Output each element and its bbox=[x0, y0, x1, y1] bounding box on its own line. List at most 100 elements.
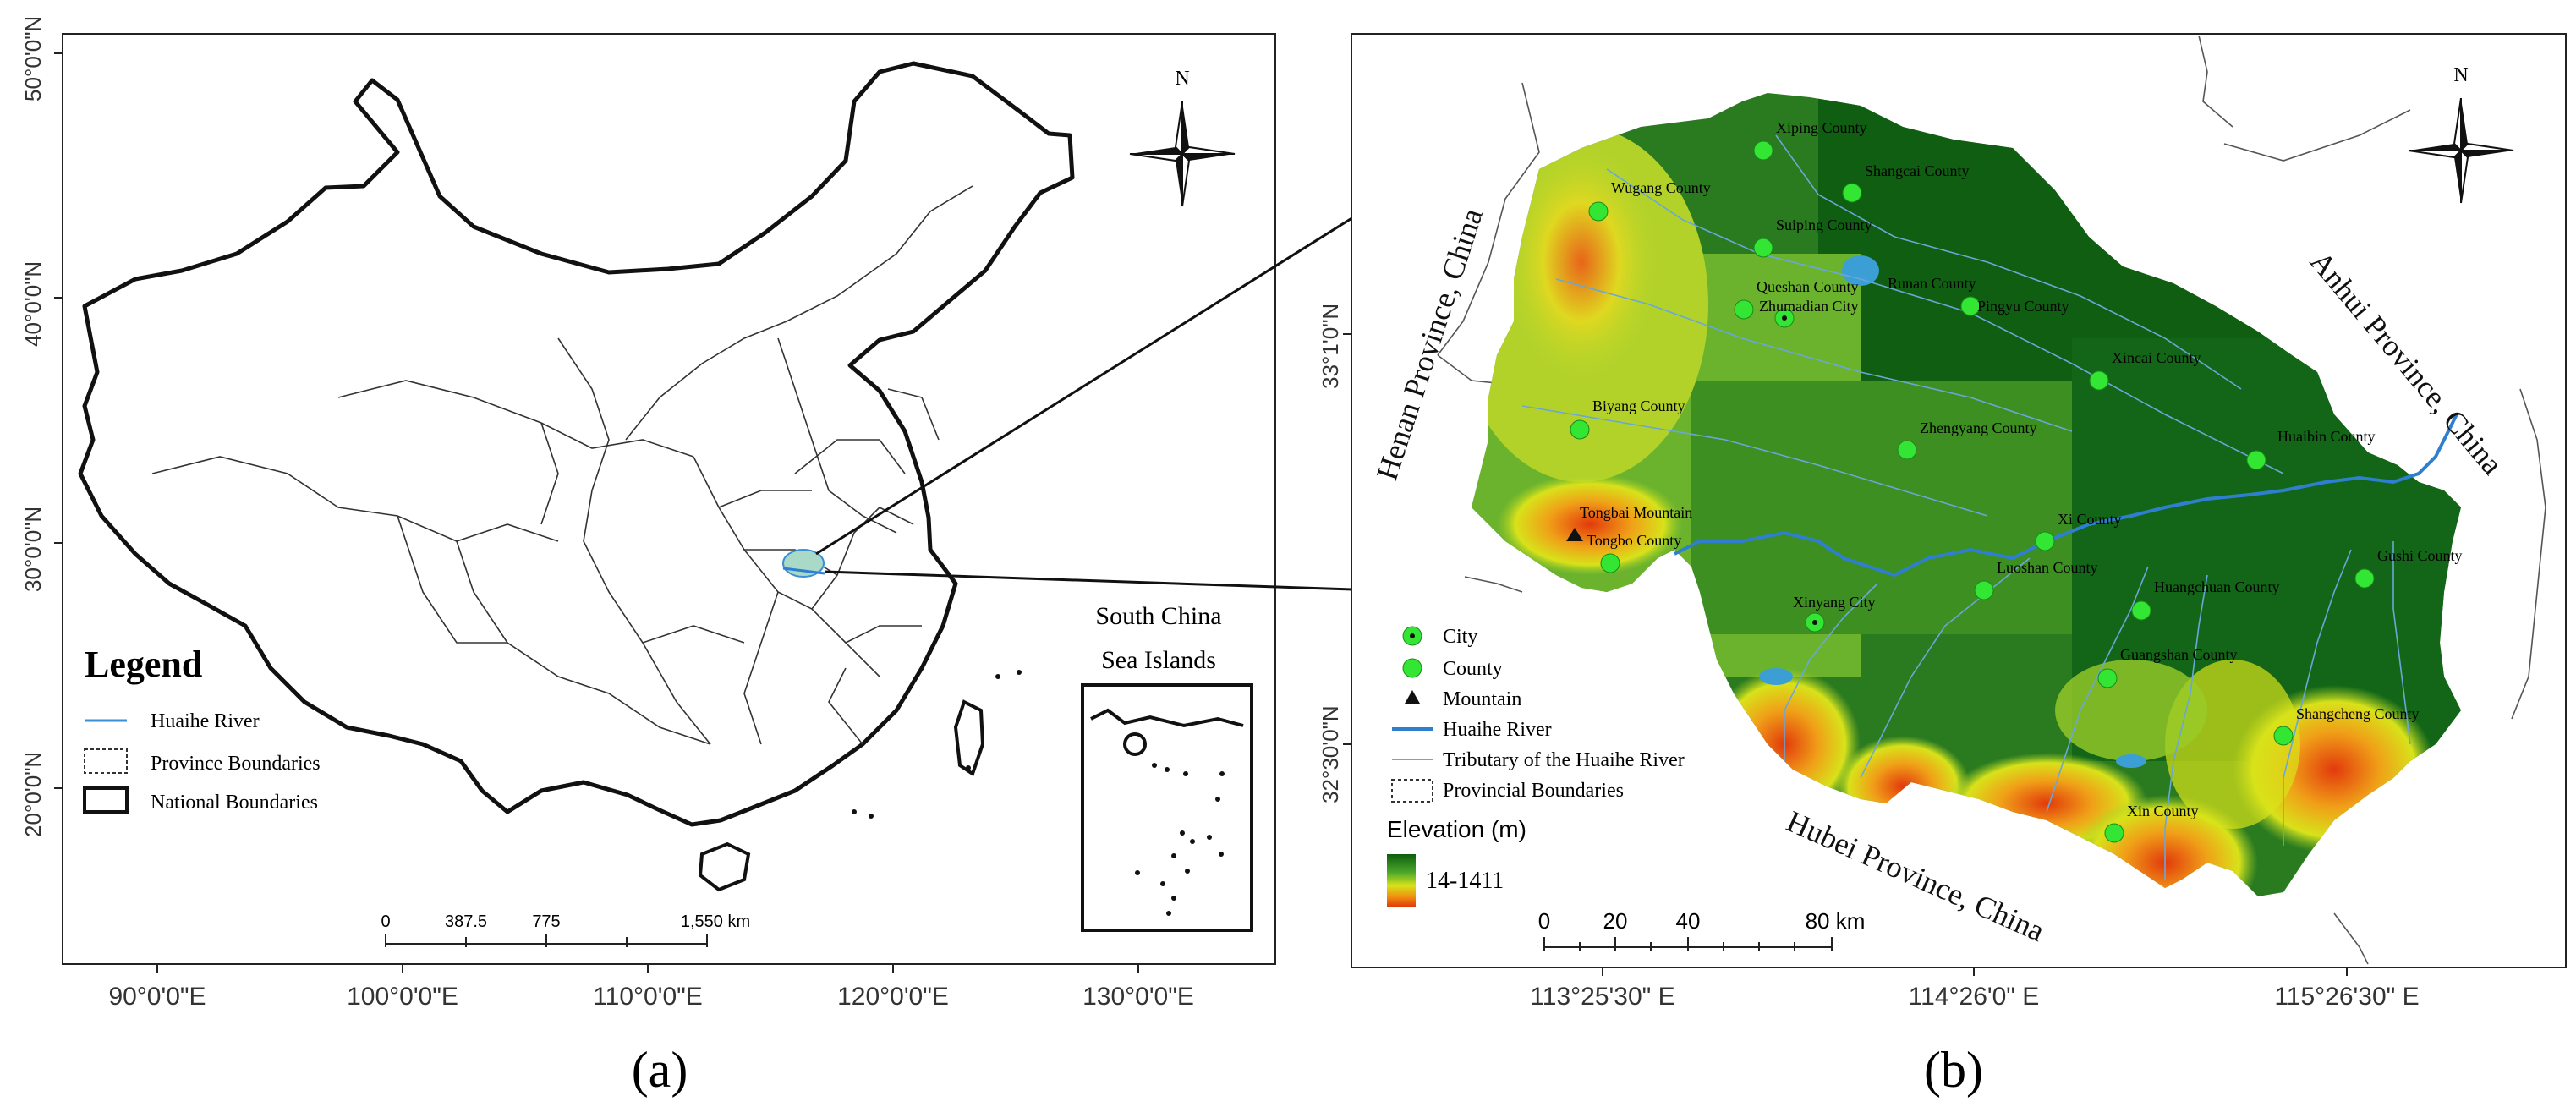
county-marker: Huangchuan County bbox=[2131, 578, 2279, 621]
panel-a-lon-ticks bbox=[156, 964, 1139, 973]
legend-county-label: County bbox=[1443, 658, 1503, 680]
elevation-title: Elevation (m) bbox=[1387, 816, 1526, 842]
county-marker: Biyang County bbox=[1570, 397, 1685, 440]
elevation-ramp bbox=[1387, 854, 1416, 907]
hainan-island bbox=[698, 841, 751, 892]
scale-bar-a bbox=[385, 934, 708, 947]
scale-label-a: 387.5 bbox=[445, 912, 487, 931]
south-china-sea-inset bbox=[1081, 683, 1253, 932]
scale-bar-b bbox=[1543, 937, 1833, 951]
legend-city-label: City bbox=[1443, 626, 1477, 648]
inset-islands bbox=[1135, 763, 1225, 916]
huaihe-river-b bbox=[1674, 414, 2458, 578]
svg-text:Xinyang City: Xinyang City bbox=[1793, 594, 1876, 611]
legend-river-label: Huaihe River bbox=[151, 710, 260, 732]
north-label-a: N bbox=[1175, 68, 1189, 90]
scale-label-a: 775 bbox=[532, 912, 560, 931]
lon-tick-label: 90°0'0"E bbox=[108, 983, 206, 1011]
province-boundaries bbox=[151, 185, 973, 745]
svg-text:Luoshan County: Luoshan County bbox=[1997, 559, 2098, 576]
svg-text:Runan County: Runan County bbox=[1888, 275, 1976, 292]
lat-tick-label: 20°0'0"N bbox=[20, 752, 46, 837]
lat-tick-label-b: 33°1'0"N bbox=[1318, 304, 1343, 389]
lon-tick-label: 130°0'0"E bbox=[1082, 983, 1194, 1011]
county-marker: Huaibin County bbox=[2246, 428, 2376, 470]
lon-tick-label-b: 113°25'30" E bbox=[1530, 983, 1674, 1011]
tributaries bbox=[1521, 134, 2411, 880]
county-marker: Tongbo County bbox=[1587, 532, 1681, 573]
legend-provincial-label: Provincial Boundaries bbox=[1443, 780, 1624, 802]
svg-text:Suiping County: Suiping County bbox=[1776, 216, 1872, 233]
scale-label-b: 0 bbox=[1538, 908, 1550, 934]
panel-a-china-map: 50°0'0"N 40°0'0"N 30°0'0"N 20°0'0"N 90°0… bbox=[20, 16, 1276, 1098]
county-marker: Pingyu County bbox=[1977, 298, 2069, 315]
svg-text:Xin County: Xin County bbox=[2127, 803, 2199, 819]
city-marker-zhumadian: Zhumadian City bbox=[1759, 298, 1858, 328]
caption-a: (a) bbox=[632, 1042, 688, 1098]
lon-tick-label: 100°0'0"E bbox=[347, 983, 458, 1011]
north-arrow-b bbox=[2408, 97, 2514, 204]
legend-river-label-b: Huaihe River bbox=[1443, 719, 1552, 741]
svg-text:Tongbai Mountain: Tongbai Mountain bbox=[1580, 504, 1692, 521]
panel-b-lat-ticks bbox=[1343, 333, 1351, 745]
scale-label-a: 1,550 km bbox=[681, 912, 750, 931]
svg-text:Xiping County: Xiping County bbox=[1776, 119, 1867, 136]
svg-text:Wugang County: Wugang County bbox=[1611, 179, 1711, 196]
legend-province-label: Province Boundaries bbox=[151, 753, 321, 775]
inset-title-line1: South China bbox=[1095, 602, 1221, 630]
scale-label-b: 80 km bbox=[1806, 908, 1866, 934]
svg-text:Huaibin County: Huaibin County bbox=[2277, 428, 2376, 445]
lat-tick-label: 50°0'0"N bbox=[20, 16, 46, 101]
lat-tick-label: 30°0'0"N bbox=[20, 507, 46, 592]
panel-b-basin-map: Henan Province, China Anhui Province, Ch… bbox=[1318, 33, 2567, 1098]
lon-tick-label-b: 114°26'0" E bbox=[1909, 983, 2040, 1011]
legend-b: City County Mountain Huaihe River Tribut… bbox=[1387, 626, 1685, 907]
county-marker: Suiping County bbox=[1753, 216, 1872, 258]
huaihe-river-a bbox=[782, 567, 825, 575]
panel-b-lon-ticks bbox=[1602, 967, 2348, 976]
county-marker: Queshan County bbox=[1734, 278, 1859, 320]
svg-text:Zhumadian City: Zhumadian City bbox=[1759, 298, 1858, 315]
lat-tick-label: 40°0'0"N bbox=[20, 261, 46, 347]
svg-text:Guangshan County: Guangshan County bbox=[2120, 646, 2238, 663]
lat-tick-label-b: 32°30'0"N bbox=[1318, 705, 1343, 803]
county-marker: Zhengyang County bbox=[1897, 419, 2036, 460]
legend-tributary-label: Tributary of the Huaihe River bbox=[1443, 749, 1685, 771]
scale-label-a: 0 bbox=[381, 912, 390, 931]
legend-title: Legend bbox=[85, 644, 202, 685]
svg-text:Zhengyang County: Zhengyang County bbox=[1920, 419, 2036, 436]
legend-provincial-symbol bbox=[1391, 779, 1433, 803]
county-markers: Xiping County Shangcai County Wugang Cou… bbox=[1570, 119, 2463, 843]
county-marker: Runan County bbox=[1888, 275, 1981, 316]
inset-coastline bbox=[1090, 708, 1244, 728]
svg-text:Gushi County: Gushi County bbox=[2377, 547, 2463, 564]
svg-text:Huangchuan County: Huangchuan County bbox=[2154, 578, 2279, 595]
county-marker: Shangcheng County bbox=[2273, 705, 2420, 746]
svg-text:Shangcheng County: Shangcheng County bbox=[2296, 705, 2420, 722]
svg-text:Queshan County: Queshan County bbox=[1757, 278, 1859, 295]
county-marker: Xincai County bbox=[2089, 349, 2201, 391]
svg-text:Pingyu County: Pingyu County bbox=[1977, 298, 2069, 315]
panel-a-lat-ticks bbox=[54, 52, 63, 789]
china-national-boundary bbox=[78, 61, 1075, 827]
svg-text:Xincai County: Xincai County bbox=[2112, 349, 2201, 366]
county-marker: Xin County bbox=[2104, 803, 2199, 843]
inset-hainan bbox=[1123, 732, 1147, 756]
county-marker: Gushi County bbox=[2354, 547, 2463, 589]
north-arrow-a bbox=[1129, 101, 1236, 207]
legend-mountain-symbol bbox=[1405, 690, 1420, 704]
city-marker-xinyang: Xinyang City bbox=[1793, 594, 1876, 633]
scale-label-b: 20 bbox=[1603, 908, 1628, 934]
legend-city-symbol bbox=[1402, 626, 1422, 646]
legend-national-label: National Boundaries bbox=[151, 792, 318, 814]
legend-mountain-label: Mountain bbox=[1443, 688, 1521, 710]
svg-text:Tongbo County: Tongbo County bbox=[1587, 532, 1681, 549]
svg-text:Biyang County: Biyang County bbox=[1592, 397, 1685, 414]
scale-label-b: 40 bbox=[1676, 908, 1701, 934]
north-label-b: N bbox=[2453, 64, 2468, 86]
county-marker: Luoshan County bbox=[1974, 559, 2098, 600]
county-marker: Shangcai County bbox=[1842, 162, 1970, 203]
lon-tick-label-b: 115°26'30" E bbox=[2274, 983, 2419, 1011]
offshore-islands bbox=[852, 670, 1022, 819]
lon-tick-label: 110°0'0"E bbox=[593, 983, 703, 1011]
